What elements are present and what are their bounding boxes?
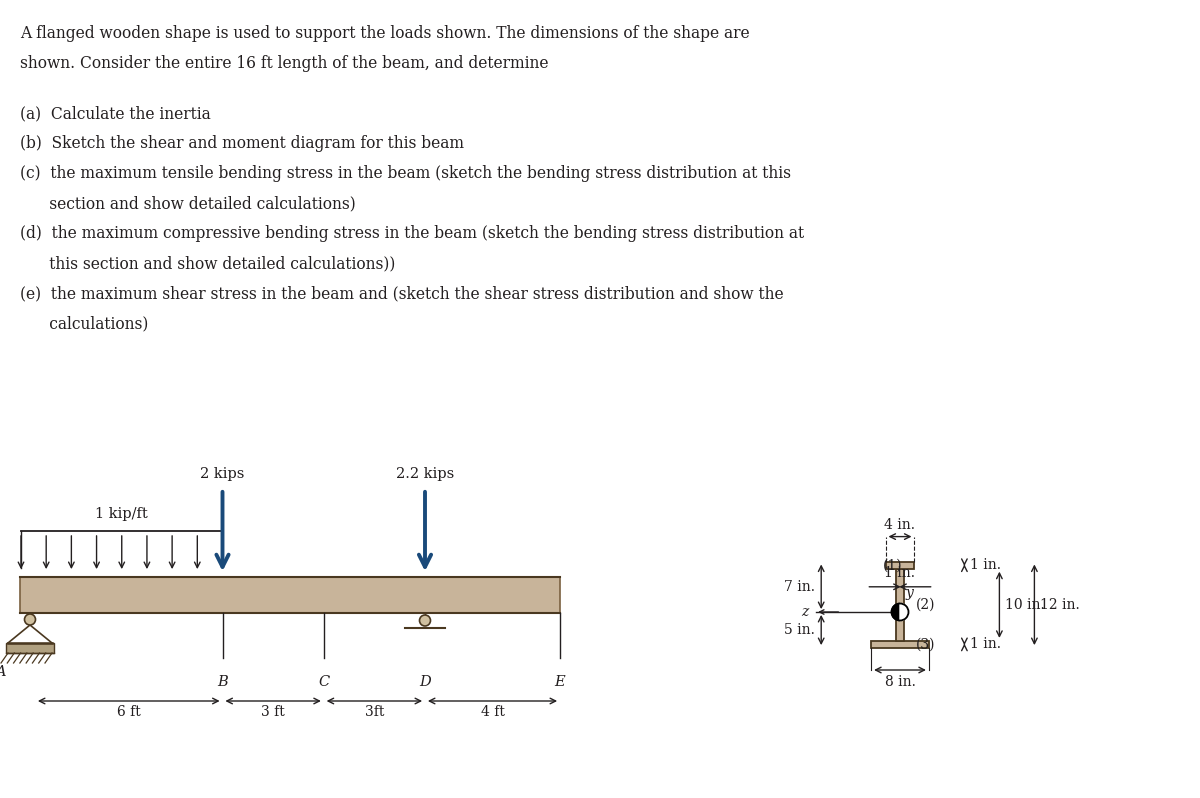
Bar (871, 641, 929, 648)
Text: 3 ft: 3 ft (262, 705, 286, 719)
Text: 3ft: 3ft (365, 705, 384, 719)
Text: 12 in.: 12 in. (1040, 598, 1080, 612)
Circle shape (24, 614, 36, 625)
Text: z: z (800, 605, 809, 619)
Text: 6 ft: 6 ft (116, 705, 140, 719)
Text: (c)  the maximum tensile bending stress in the beam (sketch the bending stress d: (c) the maximum tensile bending stress i… (20, 165, 791, 182)
Polygon shape (892, 603, 900, 621)
Bar (20, 577, 560, 613)
Text: 1 in.: 1 in. (884, 566, 916, 580)
Text: y: y (906, 586, 914, 600)
Text: 1 in.: 1 in. (971, 638, 1002, 651)
Text: (3): (3) (916, 638, 935, 651)
Text: this section and show detailed calculations)): this section and show detailed calculati… (20, 255, 395, 272)
Text: (2): (2) (916, 598, 935, 612)
Text: 2.2 kips: 2.2 kips (396, 467, 454, 481)
Bar (886, 562, 914, 569)
Text: C: C (318, 675, 329, 689)
Text: B: B (217, 675, 228, 689)
Text: section and show detailed calculations): section and show detailed calculations) (20, 195, 355, 212)
Text: 7 in.: 7 in. (785, 580, 815, 594)
Text: (1): (1) (883, 558, 902, 572)
Text: 2 kips: 2 kips (200, 467, 245, 481)
Text: A flanged wooden shape is used to support the loads shown. The dimensions of the: A flanged wooden shape is used to suppor… (20, 25, 750, 42)
Text: 4 ft: 4 ft (480, 705, 504, 719)
Text: 1 kip/ft: 1 kip/ft (95, 507, 148, 521)
Text: 5 in.: 5 in. (785, 623, 815, 637)
Text: calculations): calculations) (20, 315, 149, 332)
Text: (d)  the maximum compressive bending stress in the beam (sketch the bending stre: (d) the maximum compressive bending stre… (20, 225, 804, 242)
Text: D: D (419, 675, 431, 689)
Text: (b)  Sketch the shear and moment diagram for this beam: (b) Sketch the shear and moment diagram … (20, 135, 464, 152)
Polygon shape (900, 603, 908, 621)
Circle shape (420, 615, 431, 626)
Text: 1 in.: 1 in. (971, 558, 1002, 572)
Text: shown. Consider the entire 16 ft length of the beam, and determine: shown. Consider the entire 16 ft length … (20, 55, 548, 72)
Bar (6, 643, 54, 653)
Text: (a)  Calculate the inertia: (a) Calculate the inertia (20, 105, 211, 122)
Text: 8 in.: 8 in. (884, 675, 916, 689)
Text: (e)  the maximum shear stress in the beam and (sketch the shear stress distribut: (e) the maximum shear stress in the beam… (20, 285, 784, 302)
Text: E: E (554, 675, 565, 689)
Text: 4 in.: 4 in. (884, 518, 916, 531)
Text: 10 in.: 10 in. (1006, 598, 1045, 612)
Bar (896, 569, 904, 641)
Text: A: A (0, 665, 5, 679)
